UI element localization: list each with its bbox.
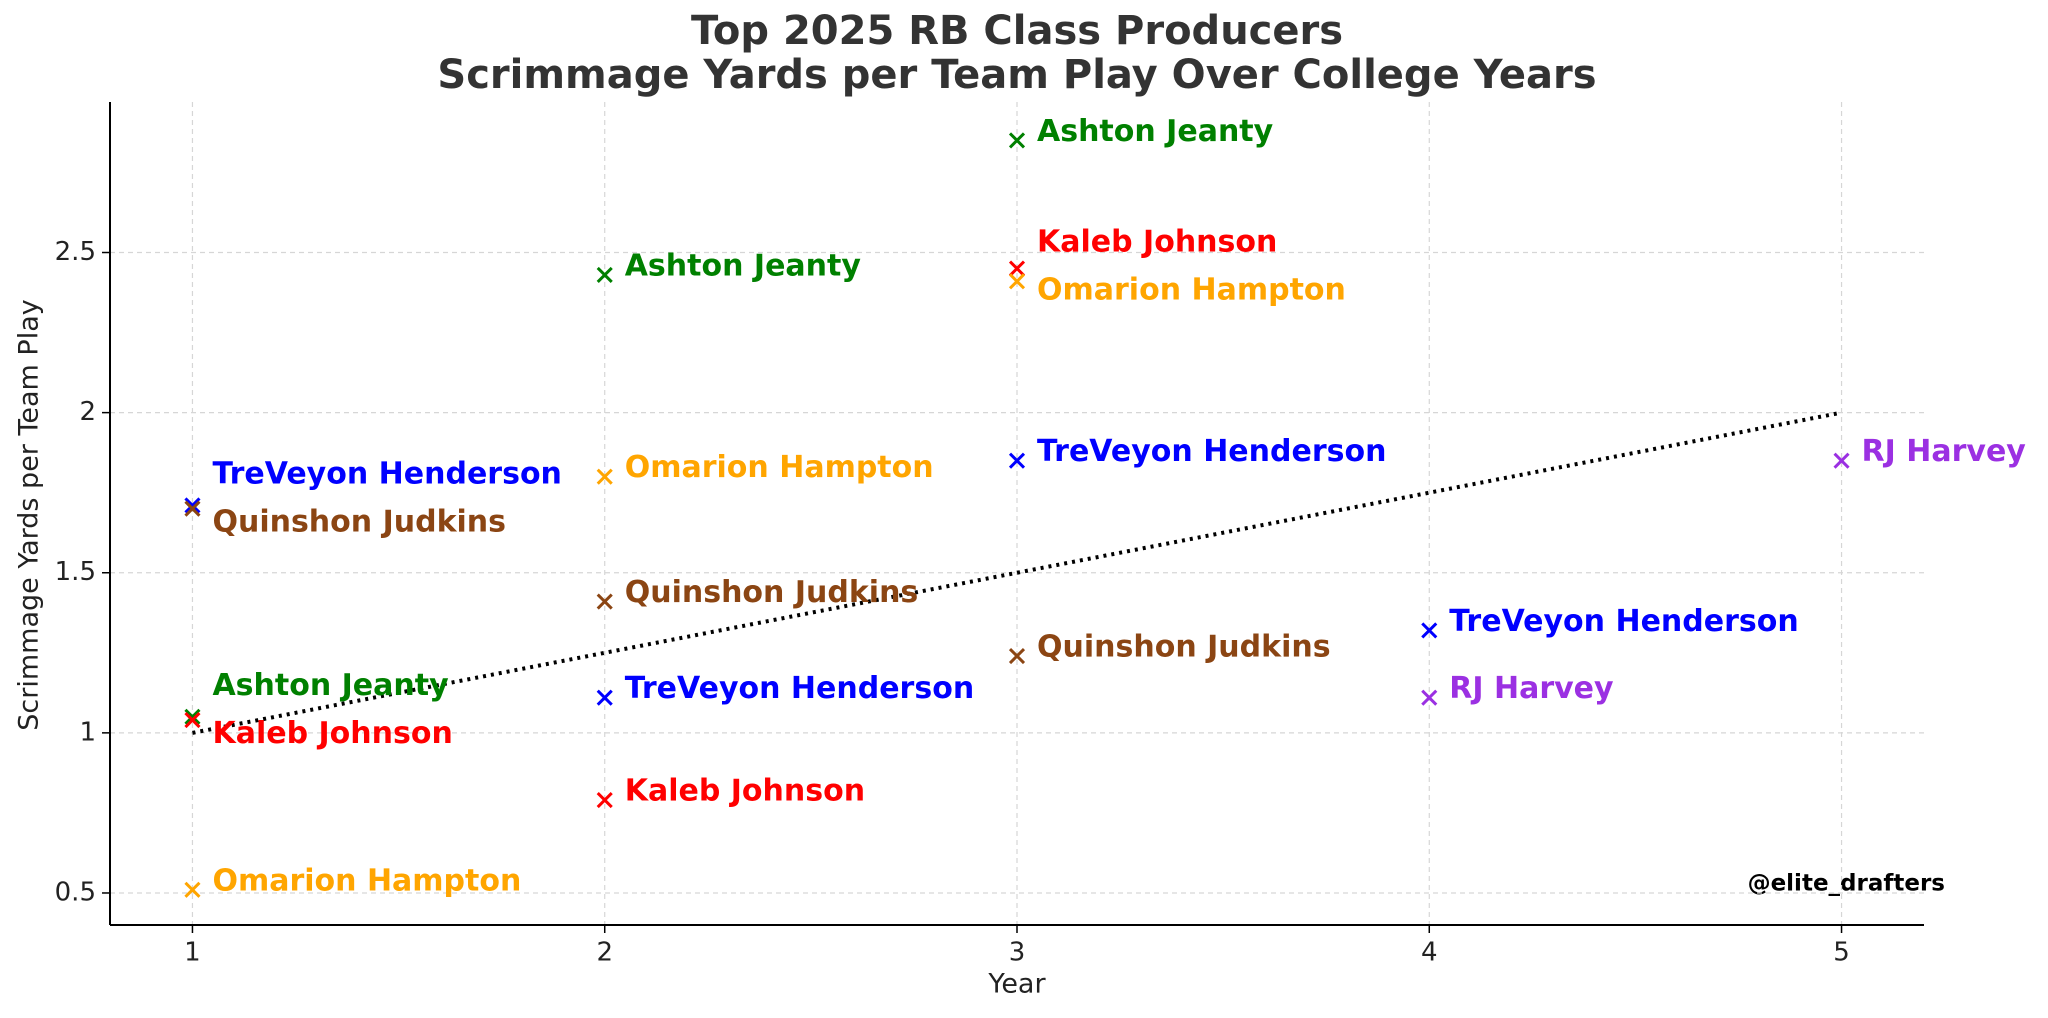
data-label: TreVeyon Henderson [1449,604,1798,639]
y-tick-label: 1.5 [55,557,96,587]
data-label: Ashton Jeanty [212,668,449,703]
marker [596,689,613,706]
marker [1008,452,1026,469]
marker [1008,647,1026,665]
marker [184,711,201,729]
y-axis-label: Scrimmage Yards per Team Play [14,299,45,731]
data-label: TreVeyon Henderson [212,457,561,492]
y-tick-label: 2.5 [55,237,96,267]
y-tick-label: 2 [79,397,96,427]
data-label: Omarion Hampton [212,863,521,898]
marker [184,881,201,898]
data-label: RJ Harvey [1449,671,1614,706]
chart-title: Top 2025 RB Class Producers [691,8,1343,54]
data-label: Omarion Hampton [1037,272,1346,307]
data-label: TreVeyon Henderson [625,671,974,706]
data-label: Kaleb Johnson [625,774,865,809]
marker [1421,689,1438,706]
x-tick-label: 4 [1421,938,1438,968]
marker [1833,452,1850,469]
marker [596,468,613,485]
marker [1421,622,1438,639]
data-label: Quinshon Judkins [1037,630,1331,665]
x-tick-label: 5 [1833,938,1850,968]
chart-subtitle: Scrimmage Yards per Team Play Over Colle… [437,52,1596,98]
data-label: Ashton Jeanty [625,248,862,283]
marker [596,266,613,283]
marker [184,497,201,514]
data-label: RJ Harvey [1862,434,2027,469]
x-tick-label: 2 [596,938,613,968]
marker [184,708,201,725]
x-tick-label: 1 [184,938,201,968]
marker [1008,260,1026,277]
data-label: Kaleb Johnson [212,716,452,751]
marker [596,593,613,610]
data-label: Quinshon Judkins [212,505,506,540]
data-label: Quinshon Judkins [625,575,919,610]
x-tick-label: 3 [1009,938,1026,968]
x-axis-label: Year [987,969,1046,1000]
watermark: @elite_drafters [1748,871,1945,897]
data-label: Ashton Jeanty [1037,114,1274,149]
marker [184,500,201,517]
y-tick-label: 1 [79,717,96,747]
data-label: Omarion Hampton [625,450,934,485]
y-tick-label: 0.5 [55,877,96,907]
marker [1008,132,1026,149]
marker [596,792,613,809]
data-label: TreVeyon Henderson [1037,434,1386,469]
marker [1008,273,1026,290]
data-label: Kaleb Johnson [1037,224,1277,259]
